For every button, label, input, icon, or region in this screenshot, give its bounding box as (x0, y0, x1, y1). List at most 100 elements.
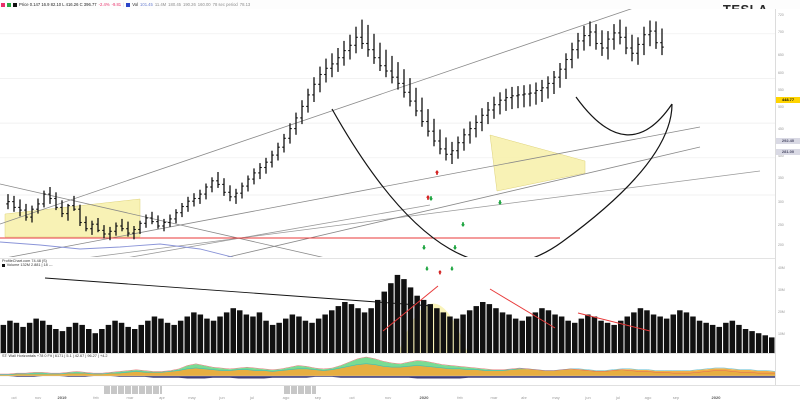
navigator-tick (304, 386, 305, 394)
buy-marker-icon[interactable] (429, 196, 433, 201)
volume-value: 101.45 (140, 2, 153, 7)
volume-bar (355, 308, 361, 354)
volume-bar (342, 302, 348, 354)
time-axis-label: jul (615, 395, 621, 400)
pennant-large (489, 134, 586, 192)
time-axis-label: 2020 (419, 395, 429, 400)
volume-bar (519, 320, 525, 354)
volume-bar (335, 306, 342, 354)
volume-bar (506, 314, 512, 354)
price-axis-tick: 720 (778, 13, 784, 17)
buy-marker-icon[interactable] (461, 222, 465, 227)
volume-axis-tick: 30M (778, 288, 785, 292)
buy-marker-icon[interactable] (498, 200, 502, 205)
price-chart-svg[interactable] (0, 9, 775, 257)
volume-bar (703, 322, 709, 354)
quote-field-2: 160.00 (197, 2, 211, 7)
volume-bar (460, 314, 466, 354)
price-axis-tick: 300 (778, 200, 784, 204)
volume-bar (677, 310, 683, 354)
volume-bar (375, 299, 381, 354)
volume-bar (348, 304, 355, 354)
price-axis[interactable]: 720 700 650 600 550 500 450 400 350 300 250 200 40M 3… (775, 9, 800, 385)
price-chart-pane[interactable] (0, 9, 775, 257)
volume-bar (709, 324, 716, 354)
volume-bar (512, 318, 519, 354)
navigator-tick (138, 386, 139, 394)
volume-bar (20, 326, 26, 354)
volume-bar (125, 326, 131, 354)
volume-bar (611, 324, 617, 354)
volume-bar (171, 324, 177, 354)
buy-marker-icon[interactable] (453, 245, 457, 250)
oscillator-svg[interactable] (0, 354, 775, 386)
trendline-rising-channel-upper (0, 9, 632, 225)
volume-bar (322, 314, 328, 354)
volume-legend-chip (2, 264, 6, 268)
volume-bar (210, 320, 217, 354)
volume-bar (716, 326, 722, 354)
volume-bar (151, 316, 158, 354)
time-axis-label: sep (672, 395, 680, 400)
volume-chart-pane[interactable] (0, 258, 775, 354)
time-axis-label: may (552, 395, 560, 400)
volume-bar (723, 322, 729, 354)
time-axis-label: may (188, 395, 196, 400)
navigator-tick (297, 386, 298, 394)
oscillator-pane[interactable] (0, 353, 775, 386)
volume-bar (729, 320, 736, 354)
volume-bar (644, 310, 650, 354)
legend-swatch-red (1, 2, 5, 7)
volume-bar (388, 283, 394, 354)
arc-cup-handle-arc (575, 96, 673, 136)
oscillator-navy-band (0, 376, 775, 379)
quote-field-4: 78.13 (239, 2, 251, 7)
volume-bar (315, 318, 322, 354)
volume-bar (361, 312, 368, 354)
time-axis-label: oct (11, 395, 17, 400)
volume-bar (329, 310, 335, 354)
toolbar-divider: | (123, 2, 125, 7)
volume-bar (250, 316, 256, 354)
volume-bar (204, 318, 210, 354)
trendline-descending-lower (129, 204, 431, 257)
volume-axis-tick: 10M (778, 332, 785, 336)
volume-bar (118, 322, 125, 354)
volume-header-line-1: ProfileChart.com 74.48 (S) (2, 259, 47, 263)
last-price-tag[interactable]: 448.77 (776, 97, 800, 103)
volume-bar (578, 318, 585, 354)
volume-bar (197, 314, 204, 354)
volume-bar (158, 318, 164, 354)
navigator-selection-handle[interactable] (284, 386, 316, 394)
sell-marker-icon[interactable] (426, 195, 430, 200)
volume-bar-group (0, 274, 775, 354)
volume-bar (552, 314, 558, 354)
time-axis-label: mar (490, 395, 498, 400)
navigator-selection-handle[interactable] (104, 386, 162, 394)
volume-buy-marker-icon[interactable] (425, 266, 429, 271)
quote-field-3: 78 sec period (212, 2, 238, 7)
volume-bar (59, 331, 66, 354)
ma2-price-tag[interactable]: 281.00 (776, 149, 800, 155)
volume-sell-marker-icon[interactable] (438, 270, 442, 275)
volume-bar (598, 320, 604, 354)
time-axis[interactable]: oct nov 2019 feb mar apr may jun jul ago sep oct nov… (0, 385, 800, 404)
volume-chart-svg[interactable] (0, 259, 775, 354)
volume-bar (256, 312, 263, 354)
volume-bar (585, 314, 591, 354)
volume-bar (683, 312, 690, 354)
price-axis-tick: 550 (778, 88, 784, 92)
buy-marker-icon[interactable] (422, 245, 426, 250)
navigator-tick (311, 386, 312, 394)
volume-bar (624, 316, 630, 354)
volume-buy-marker-icon[interactable] (450, 266, 454, 271)
ma-price-tag[interactable]: 292.40 (776, 138, 800, 144)
volume-bar (466, 310, 473, 354)
volume-bar (663, 318, 670, 354)
sell-marker-icon[interactable] (435, 170, 439, 175)
change-percent: -2.4% (98, 2, 110, 7)
volume-bar (381, 291, 387, 354)
moving-average-line (0, 241, 234, 257)
volume-bar (289, 314, 296, 354)
price-axis-tick: 350 (778, 176, 784, 180)
